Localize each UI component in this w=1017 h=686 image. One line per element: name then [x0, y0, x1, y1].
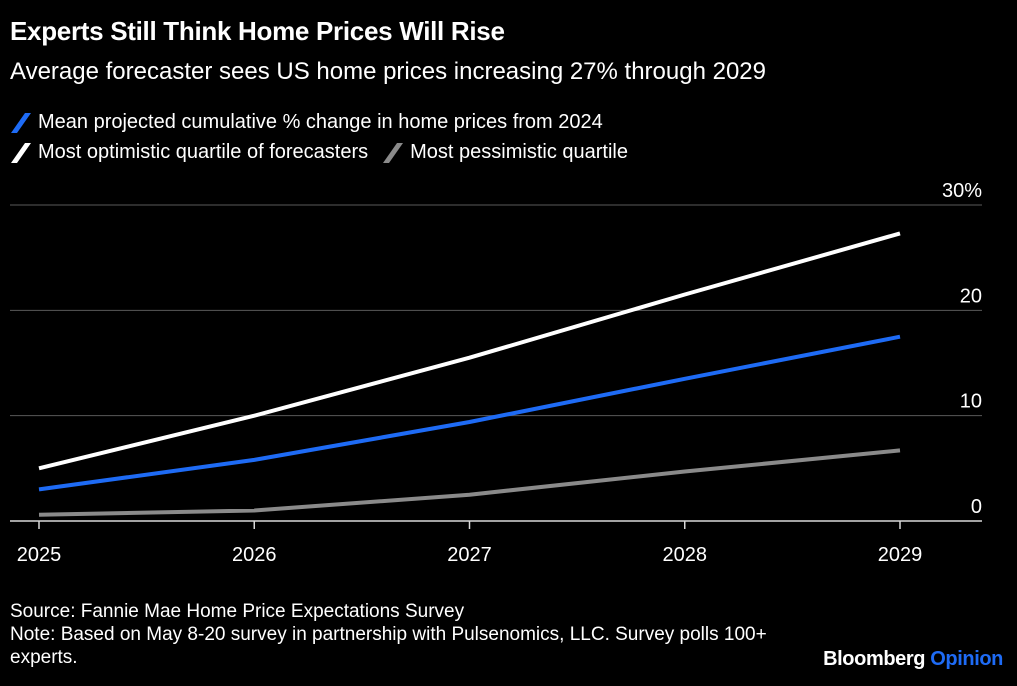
- y-tick-label-10: 10: [960, 391, 982, 413]
- brand-name: Bloomberg: [823, 648, 926, 670]
- legend-item-pessimistic: Most pessimistic quartile: [382, 141, 628, 164]
- x-tick-label-2025: 2025: [17, 544, 62, 566]
- x-tick-label-2026: 2026: [232, 544, 277, 566]
- legend-label-optimistic: Most optimistic quartile of forecasters: [38, 141, 369, 163]
- x-tick-label-2028: 2028: [663, 544, 708, 566]
- legend-label-mean: Mean projected cumulative % change in ho…: [38, 111, 603, 133]
- x-tick-label-2029: 2029: [878, 544, 923, 566]
- brand-sub: Opinion: [930, 648, 1003, 670]
- brand-logo: Bloomberg Opinion: [823, 648, 1003, 671]
- legend-item-mean: Mean projected cumulative % change in ho…: [10, 111, 603, 134]
- y-tick-label-30: 30%: [942, 180, 982, 202]
- legend-row-2: Most optimistic quartile of forecasters …: [10, 141, 642, 164]
- methodology-note: Note: Based on May 8-20 survey in partne…: [10, 624, 767, 668]
- x-tick-label-2027: 2027: [447, 544, 492, 566]
- legend-row-1: Mean projected cumulative % change in ho…: [10, 111, 617, 134]
- y-tick-label-20: 20: [960, 285, 982, 307]
- chart-title: Experts Still Think Home Prices Will Ris…: [10, 16, 505, 46]
- chart-footer: Source: Fannie Mae Home Price Expectatio…: [10, 600, 820, 669]
- line-chart: 0 10 20 30% 2025 2026 2027 2028 2029: [10, 180, 982, 566]
- chart-subtitle: Average forecaster sees US home prices i…: [10, 58, 766, 85]
- legend-label-pessimistic: Most pessimistic quartile: [410, 141, 628, 163]
- series-line-pessimistic: [38, 448, 901, 517]
- series-line-optimistic: [38, 231, 901, 471]
- source-note: Source: Fannie Mae Home Price Expectatio…: [10, 601, 465, 622]
- legend-item-optimistic: Most optimistic quartile of forecasters: [10, 141, 368, 164]
- y-tick-label-0: 0: [971, 496, 982, 518]
